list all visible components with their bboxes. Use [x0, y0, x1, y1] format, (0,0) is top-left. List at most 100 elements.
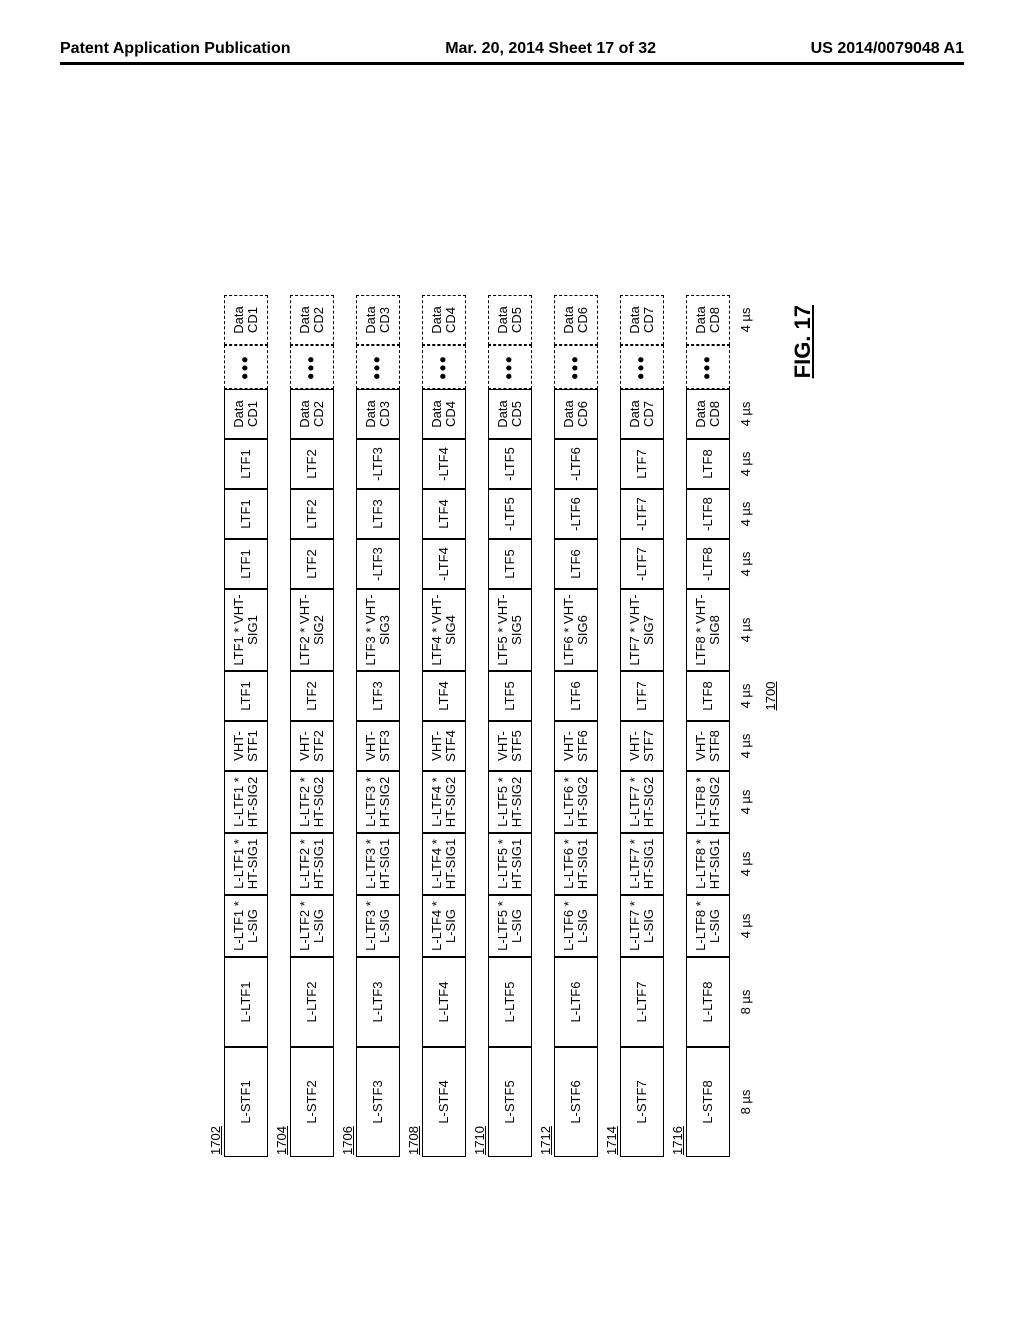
- frame-field: L-LTF4 * L-SIG: [422, 895, 466, 957]
- timing-row: 8 µs8 µs4 µs4 µs4 µs4 µs4 µs4 µs4 µs4 µs…: [738, 295, 753, 1157]
- frame-field: L-LTF4: [422, 957, 466, 1047]
- frame-field: Data CD6: [554, 295, 598, 345]
- frame-field: VHT- STF4: [422, 721, 466, 771]
- frame-field: L-LTF2: [290, 957, 334, 1047]
- timing-label: 4 µs: [738, 671, 753, 721]
- timing-label: 4 µs: [738, 539, 753, 589]
- timing-label: 4 µs: [738, 833, 753, 895]
- frame-field: L-LTF3 * HT-SIG1: [356, 833, 400, 895]
- frame-field: LTF7: [620, 671, 664, 721]
- stream-ref-1710: 1710: [472, 295, 487, 1157]
- frame-field: Data CD7: [620, 389, 664, 439]
- frame-field: L-LTF2 * HT-SIG2: [290, 771, 334, 833]
- frame-field: L-LTF5 * HT-SIG1: [488, 833, 532, 895]
- stream-2: 1704L-STF2L-LTF2L-LTF2 * L-SIGL-LTF2 * H…: [274, 295, 334, 1157]
- frame-field: -LTF4: [422, 439, 466, 489]
- stream-5: 1710L-STF5L-LTF5L-LTF5 * L-SIGL-LTF5 * H…: [472, 295, 532, 1157]
- frame-field: LTF8: [686, 671, 730, 721]
- frame-field: •••: [224, 345, 268, 389]
- frame-field: LTF7: [620, 439, 664, 489]
- frame-field: •••: [290, 345, 334, 389]
- frame-field: LTF4: [422, 489, 466, 539]
- figure-17-diagram: 1702L-STF1L-LTF1L-LTF1 * L-SIGL-LTF1 * H…: [208, 295, 816, 1157]
- frame-field: L-STF6: [554, 1047, 598, 1157]
- stream-ref-1712: 1712: [538, 295, 553, 1157]
- stream-6: 1712L-STF6L-LTF6L-LTF6 * L-SIGL-LTF6 * H…: [538, 295, 598, 1157]
- frame-field: -LTF5: [488, 489, 532, 539]
- stream-1: 1702L-STF1L-LTF1L-LTF1 * L-SIGL-LTF1 * H…: [208, 295, 268, 1157]
- frame-field: LTF2: [290, 439, 334, 489]
- frame-field: -LTF6: [554, 489, 598, 539]
- frame-field: Data CD8: [686, 295, 730, 345]
- frame-field: L-LTF5 * L-SIG: [488, 895, 532, 957]
- frame-field: LTF2 * VHT- SIG2: [290, 589, 334, 671]
- frame-field: Data CD2: [290, 295, 334, 345]
- stream-ref-1716: 1716: [670, 295, 685, 1157]
- frame-field: L-LTF3 * HT-SIG2: [356, 771, 400, 833]
- frame-field: L-STF3: [356, 1047, 400, 1157]
- frame-field: L-LTF1 * HT-SIG1: [224, 833, 268, 895]
- frame-field: -LTF8: [686, 489, 730, 539]
- frame-field: LTF6: [554, 671, 598, 721]
- figure-ref-number: 1700: [763, 671, 778, 721]
- frame-field: Data CD1: [224, 295, 268, 345]
- timing-label: 8 µs: [738, 1047, 753, 1157]
- frame-field: L-LTF3 * L-SIG: [356, 895, 400, 957]
- frame-field: LTF3 * VHT- SIG3: [356, 589, 400, 671]
- frame-field: LTF3: [356, 671, 400, 721]
- frame-field: Data CD8: [686, 389, 730, 439]
- stream-4: 1708L-STF4L-LTF4L-LTF4 * L-SIGL-LTF4 * H…: [406, 295, 466, 1157]
- stream-ref-1702: 1702: [208, 295, 223, 1157]
- frame-field: L-LTF3: [356, 957, 400, 1047]
- frame-field: -LTF3: [356, 539, 400, 589]
- frame-field: LTF3: [356, 489, 400, 539]
- frame-field: -LTF5: [488, 439, 532, 489]
- frame-field: L-LTF2 * L-SIG: [290, 895, 334, 957]
- frame-field: L-LTF4 * HT-SIG2: [422, 771, 466, 833]
- figure-label: FIG. 17: [790, 295, 816, 1157]
- frame-field: LTF8: [686, 439, 730, 489]
- frame-field: LTF5: [488, 671, 532, 721]
- frame-field: L-LTF1: [224, 957, 268, 1047]
- frame-field: -LTF8: [686, 539, 730, 589]
- stream-ref-1714: 1714: [604, 295, 619, 1157]
- frame-field: VHT- STF8: [686, 721, 730, 771]
- frame-field: Data CD5: [488, 389, 532, 439]
- stream-row: L-STF1L-LTF1L-LTF1 * L-SIGL-LTF1 * HT-SI…: [224, 295, 268, 1157]
- frame-field: •••: [686, 345, 730, 389]
- frame-field: L-STF4: [422, 1047, 466, 1157]
- header-center: Mar. 20, 2014 Sheet 17 of 32: [445, 40, 656, 58]
- frame-field: L-LTF5: [488, 957, 532, 1047]
- timing-label: 4 µs: [738, 439, 753, 489]
- frame-field: L-LTF6 * HT-SIG1: [554, 833, 598, 895]
- frame-field: L-STF5: [488, 1047, 532, 1157]
- frame-field: L-LTF6 * L-SIG: [554, 895, 598, 957]
- frame-field: L-STF1: [224, 1047, 268, 1157]
- frame-field: -LTF7: [620, 539, 664, 589]
- frame-field: LTF4 * VHT- SIG4: [422, 589, 466, 671]
- frame-field: L-LTF6 * HT-SIG2: [554, 771, 598, 833]
- frame-field: L-LTF4 * HT-SIG1: [422, 833, 466, 895]
- frame-field: L-LTF8 * L-SIG: [686, 895, 730, 957]
- stream-row: L-STF7L-LTF7L-LTF7 * L-SIGL-LTF7 * HT-SI…: [620, 295, 664, 1157]
- timing-label: 4 µs: [738, 771, 753, 833]
- timing-label: 4 µs: [738, 895, 753, 957]
- frame-field: L-LTF7: [620, 957, 664, 1047]
- frame-field: L-LTF5 * HT-SIG2: [488, 771, 532, 833]
- frame-field: VHT- STF7: [620, 721, 664, 771]
- frame-field: L-STF7: [620, 1047, 664, 1157]
- timing-label: 4 µs: [738, 589, 753, 671]
- frame-field: •••: [422, 345, 466, 389]
- page-header: Patent Application Publication Mar. 20, …: [60, 40, 964, 65]
- frame-field: L-LTF1 * HT-SIG2: [224, 771, 268, 833]
- frame-field: LTF8 * VHT- SIG8: [686, 589, 730, 671]
- stream-3: 1706L-STF3L-LTF3L-LTF3 * L-SIGL-LTF3 * H…: [340, 295, 400, 1157]
- frame-field: L-LTF8 * HT-SIG1: [686, 833, 730, 895]
- frame-field: LTF6: [554, 539, 598, 589]
- timing-label: 4 µs: [738, 489, 753, 539]
- frame-field: L-LTF7 * L-SIG: [620, 895, 664, 957]
- stream-row: L-STF6L-LTF6L-LTF6 * L-SIGL-LTF6 * HT-SI…: [554, 295, 598, 1157]
- stream-row: L-STF5L-LTF5L-LTF5 * L-SIGL-LTF5 * HT-SI…: [488, 295, 532, 1157]
- frame-field: VHT- STF6: [554, 721, 598, 771]
- stream-row: L-STF4L-LTF4L-LTF4 * L-SIGL-LTF4 * HT-SI…: [422, 295, 466, 1157]
